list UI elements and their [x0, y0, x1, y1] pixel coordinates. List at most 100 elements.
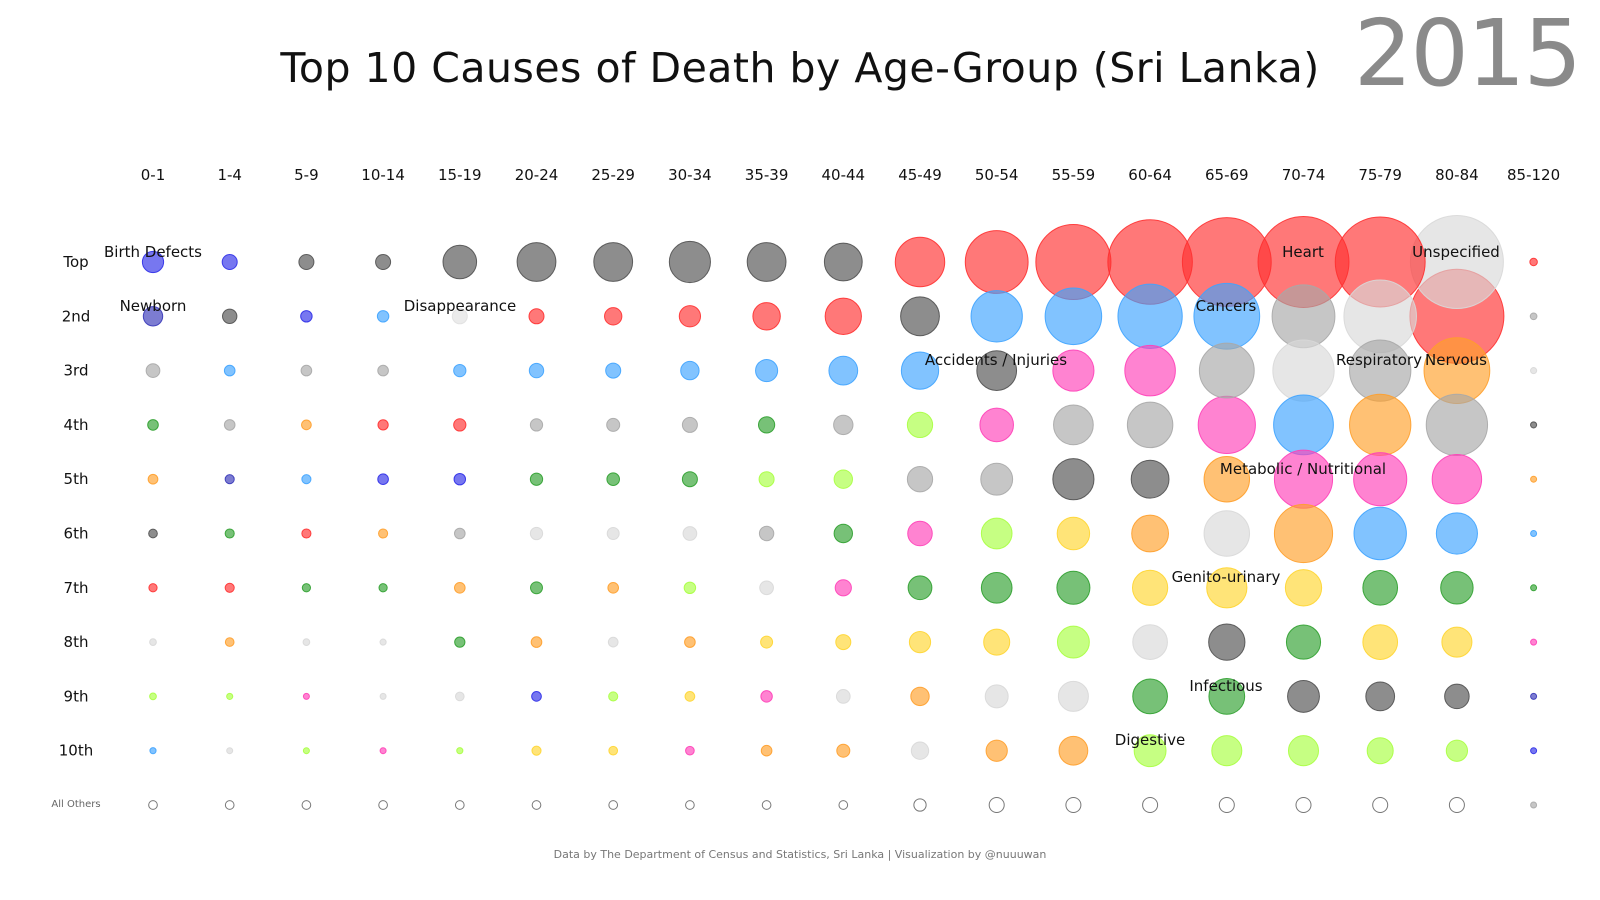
bubble-55-59-all-others	[1065, 796, 1082, 814]
annotation-genito-urinary: Genito-urinary	[1172, 568, 1281, 586]
column-label-15-19: 15-19	[438, 166, 482, 184]
bubble-15-19-top	[442, 244, 478, 280]
bubbles	[141, 215, 1538, 814]
bubble-85-120-8th	[1530, 638, 1538, 646]
bubble-85-120-2nd	[1529, 312, 1538, 321]
bubble-30-34-9th	[684, 691, 696, 702]
bubble-60-64-2nd	[1117, 283, 1183, 349]
bubble-50-54-8th	[983, 628, 1011, 656]
bubble-5-9-3rd	[300, 364, 313, 377]
row-label-6th: 6th	[64, 525, 89, 543]
bubble-55-59-2nd	[1044, 287, 1103, 346]
bubble-25-29-4th	[606, 417, 621, 432]
bubble-40-44-6th	[833, 523, 853, 544]
bubble-10-14-top	[375, 253, 392, 271]
bubble-70-74-all-others	[1295, 796, 1312, 814]
bubble-60-64-3rd	[1124, 344, 1176, 397]
bubble-10-14-5th	[377, 473, 389, 486]
bubble-35-39-all-others	[761, 800, 772, 810]
bubble-65-69-5th	[1203, 455, 1251, 503]
bubble-20-24-8th	[530, 636, 543, 648]
bubble-25-29-top	[593, 242, 634, 282]
bubble-15-19-6th	[453, 527, 466, 540]
bubble-85-120-4th	[1530, 421, 1538, 429]
bubble-60-64-8th	[1132, 624, 1168, 660]
bubble-10-14-all-others	[378, 800, 388, 810]
annotation-nervous: Nervous	[1425, 351, 1487, 369]
bubble-20-24-6th	[529, 526, 544, 541]
bubble-35-39-top	[746, 242, 787, 282]
bubble-0-1-10th	[149, 747, 157, 755]
bubble-5-9-8th	[302, 638, 311, 646]
bubble-70-74-8th	[1285, 624, 1322, 660]
bubble-70-74-4th	[1273, 394, 1334, 456]
bubble-15-19-3rd	[453, 363, 467, 378]
bubble-80-84-all-others	[1448, 796, 1465, 814]
bubble-30-34-4th	[681, 416, 698, 433]
bubble-20-24-7th	[530, 581, 543, 595]
bubble-55-59-10th	[1058, 735, 1089, 766]
bubble-25-29-3rd	[605, 362, 622, 379]
annotation-respiratory: Respiratory	[1336, 351, 1422, 369]
column-label-50-54: 50-54	[975, 166, 1019, 184]
bubble-40-44-7th	[834, 579, 852, 597]
bubble-40-44-2nd	[824, 297, 862, 335]
bubble-30-34-top	[668, 240, 711, 284]
column-label-35-39: 35-39	[745, 166, 789, 184]
annotation-metabolic-nutritional: Metabolic / Nutritional	[1220, 460, 1386, 478]
bubble-50-54-top	[964, 230, 1029, 294]
bubble-1-4-10th	[226, 747, 234, 755]
bubble-25-29-2nd	[604, 307, 623, 326]
bubble-50-54-6th	[980, 517, 1013, 550]
bubble-20-24-5th	[529, 472, 544, 486]
bubble-30-34-6th	[682, 526, 698, 541]
bubble-60-64-4th	[1126, 401, 1174, 449]
annotation-digestive: Digestive	[1115, 731, 1185, 749]
bubble-40-44-8th	[835, 634, 852, 651]
bubble-75-79-3rd	[1349, 339, 1412, 402]
bubble-60-64-10th	[1133, 734, 1167, 768]
bubble-1-4-6th	[224, 528, 235, 539]
bubble-50-54-9th	[984, 684, 1009, 709]
bubble-75-79-8th	[1362, 624, 1399, 660]
bubble-40-44-4th	[833, 414, 854, 436]
footer-credit: Data by The Department of Census and Sta…	[553, 848, 1047, 861]
column-label-60-64: 60-64	[1128, 166, 1172, 184]
bubble-80-84-6th	[1435, 512, 1478, 555]
bubble-70-74-3rd	[1272, 339, 1335, 402]
bubble-65-69-10th	[1211, 735, 1243, 767]
bubble-45-49-7th	[907, 575, 933, 601]
bubble-15-19-8th	[454, 636, 466, 648]
bubble-30-34-7th	[683, 581, 697, 595]
bubble-0-1-3rd	[145, 363, 161, 378]
bubble-75-79-4th	[1349, 393, 1412, 457]
bubble-85-120-top	[1529, 257, 1538, 267]
bubble-50-54-7th	[980, 571, 1013, 604]
annotation-newborn: Newborn	[120, 297, 187, 315]
bubble-0-1-2nd	[142, 306, 164, 327]
bubble-65-69-7th	[1206, 567, 1248, 609]
column-label-30-34: 30-34	[668, 166, 712, 184]
bubble-15-19-10th	[456, 747, 464, 755]
bubble-55-59-8th	[1056, 625, 1090, 659]
bubble-85-120-6th	[1530, 530, 1538, 537]
bubble-20-24-3rd	[528, 362, 545, 379]
bubble-45-49-6th	[907, 520, 933, 547]
bubble-10-14-3rd	[377, 364, 389, 377]
bubble-55-59-3rd	[1052, 349, 1095, 392]
bubble-50-54-2nd	[970, 290, 1023, 343]
bubble-1-4-3rd	[223, 364, 236, 377]
bubble-5-9-10th	[302, 747, 310, 755]
bubble-30-34-all-others	[685, 800, 695, 810]
bubble-75-79-6th	[1353, 506, 1407, 561]
bubble-5-9-7th	[301, 583, 312, 593]
bubble-15-19-all-others	[454, 800, 465, 810]
bubble-55-59-6th	[1056, 516, 1091, 551]
bubble-80-84-3rd	[1423, 337, 1491, 404]
bubble-10-14-9th	[379, 692, 387, 700]
row-label-4th: 4th	[64, 416, 89, 434]
bubble-35-39-4th	[757, 416, 776, 434]
bubble-85-120-5th	[1530, 475, 1538, 483]
row-label-5th: 5th	[64, 470, 89, 488]
column-label-75-79: 75-79	[1358, 166, 1402, 184]
